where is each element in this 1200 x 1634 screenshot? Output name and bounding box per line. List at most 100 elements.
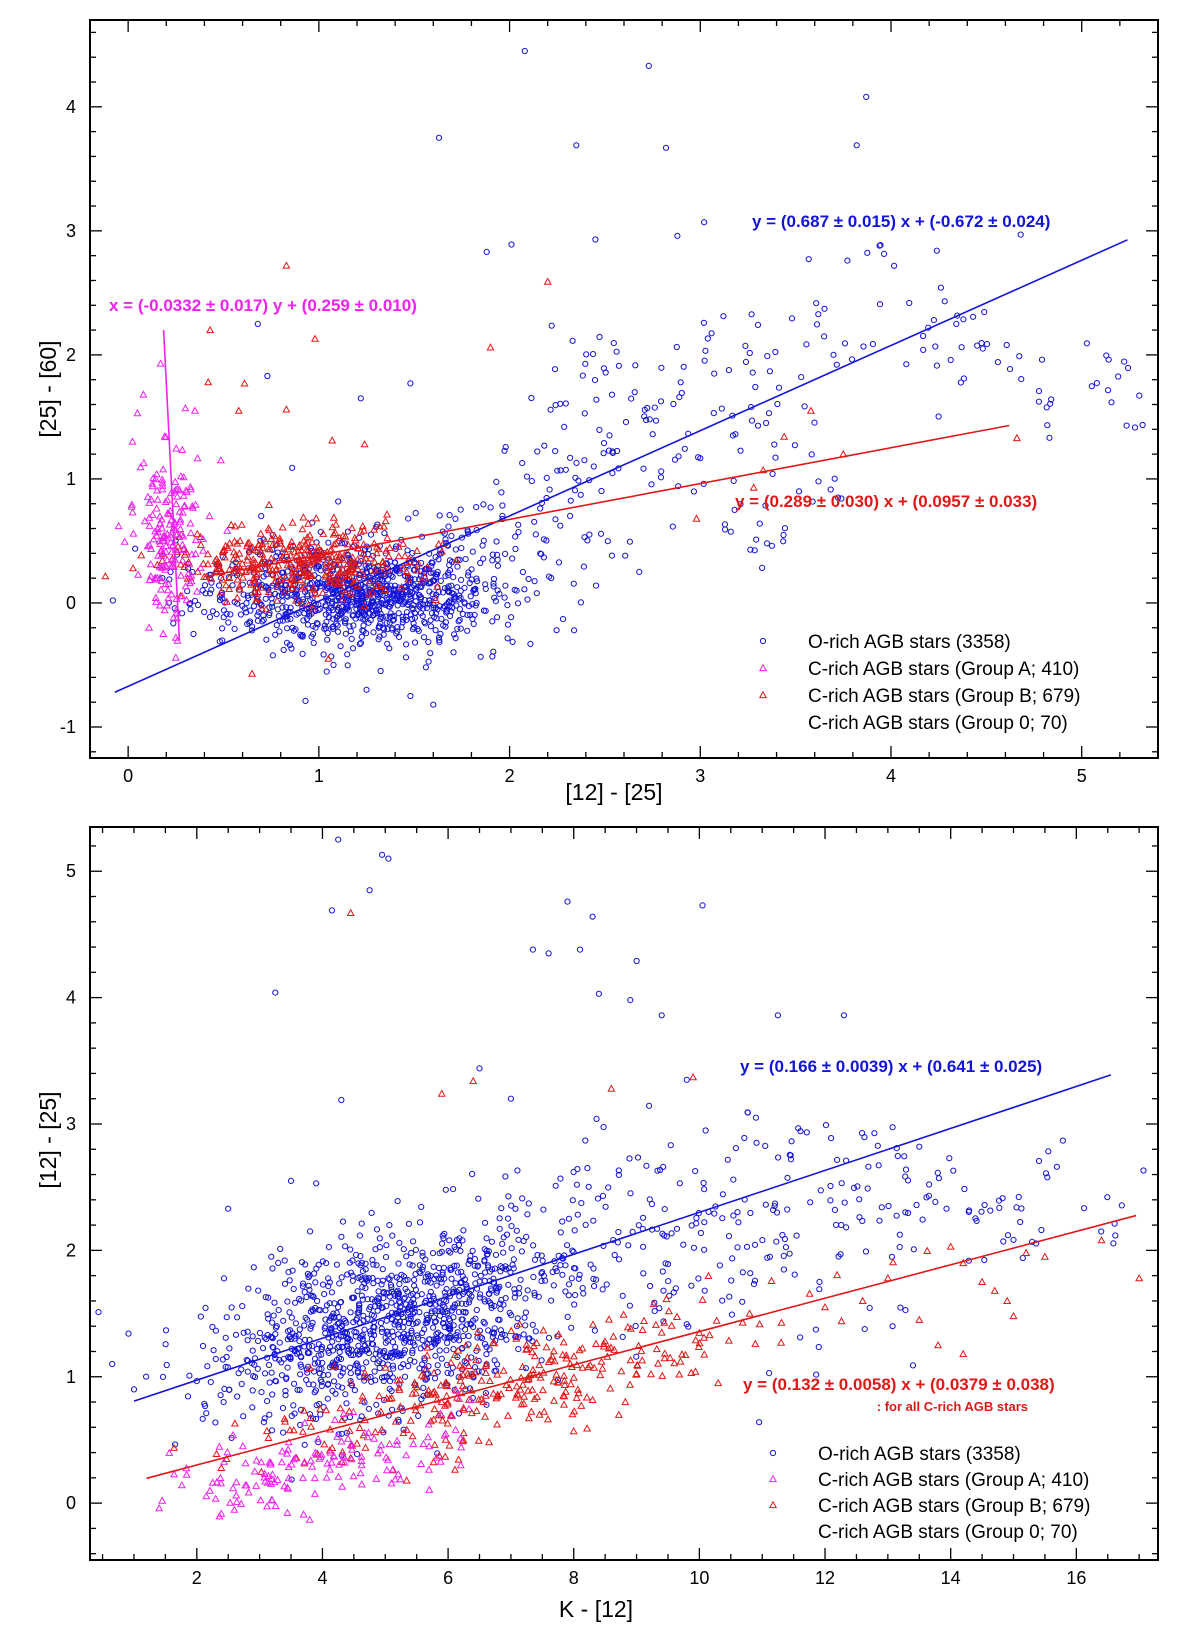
data-point — [272, 1377, 279, 1384]
data-point — [327, 544, 336, 553]
data-point — [1123, 422, 1130, 429]
data-point — [654, 1359, 663, 1367]
data-point — [347, 1246, 354, 1253]
data-point — [474, 1395, 483, 1403]
data-point — [910, 1246, 917, 1253]
data-point — [1047, 400, 1054, 407]
data-point — [249, 1387, 256, 1394]
data-point — [815, 1343, 822, 1351]
data-point — [514, 1315, 521, 1322]
data-point — [515, 1346, 522, 1353]
data-point — [284, 616, 291, 623]
data-point — [416, 592, 423, 599]
data-point — [421, 634, 428, 641]
data-point — [762, 502, 769, 509]
data-point — [307, 1422, 316, 1430]
data-point — [361, 1377, 368, 1384]
data-point — [490, 575, 498, 583]
data-point — [363, 1432, 372, 1441]
data-point — [554, 1330, 563, 1338]
data-point — [457, 587, 464, 595]
data-point — [309, 1292, 316, 1299]
data-point — [282, 1392, 289, 1399]
data-point — [455, 1309, 462, 1316]
data-point — [480, 1318, 487, 1326]
data-point — [387, 1479, 396, 1487]
data-point — [519, 1195, 526, 1202]
data-point — [538, 1357, 545, 1364]
data-point — [540, 554, 548, 561]
data-point — [397, 1364, 404, 1371]
data-point — [441, 1429, 450, 1437]
data-point — [346, 1378, 356, 1386]
data-point — [320, 651, 327, 658]
data-point — [358, 589, 365, 596]
data-point — [433, 1272, 440, 1279]
data-point — [258, 1389, 265, 1396]
data-point — [544, 1357, 553, 1365]
data-point — [324, 1395, 331, 1402]
data-point — [658, 468, 665, 475]
data-point — [347, 1269, 355, 1276]
data-point — [593, 582, 600, 589]
data-point — [273, 1323, 280, 1330]
data-point — [258, 539, 267, 547]
data-point — [307, 1325, 314, 1332]
data-point — [133, 408, 142, 417]
data-point — [387, 1352, 394, 1360]
data-point — [559, 1371, 569, 1379]
data-point — [370, 1356, 377, 1363]
data-point — [834, 494, 842, 501]
data-point — [320, 1440, 329, 1448]
data-point — [250, 1264, 257, 1271]
data-point — [376, 1351, 383, 1358]
data-point — [508, 614, 515, 621]
data-point — [211, 556, 220, 564]
data-point — [273, 583, 282, 591]
data-point — [327, 1458, 336, 1466]
data-point — [633, 957, 640, 965]
data-point — [445, 1441, 454, 1449]
data-point — [275, 1259, 282, 1267]
data-point — [329, 513, 338, 521]
data-point — [379, 600, 386, 608]
data-point — [469, 601, 476, 608]
data-point — [751, 1241, 759, 1248]
data-point — [351, 536, 360, 544]
data-point — [431, 613, 438, 621]
data-point — [356, 640, 363, 648]
data-point — [332, 578, 341, 586]
data-point — [230, 1419, 239, 1427]
data-point — [452, 635, 459, 642]
data-point — [270, 1344, 277, 1351]
y-tick-label: 2 — [66, 1240, 76, 1260]
data-point — [1038, 356, 1046, 363]
data-point — [469, 1247, 476, 1254]
data-point — [582, 360, 589, 367]
data-point — [377, 610, 384, 617]
x-tick-label: 3 — [695, 766, 705, 786]
data-point — [667, 1142, 674, 1149]
data-point — [550, 1356, 559, 1365]
data-point — [199, 559, 208, 567]
data-point — [505, 1383, 514, 1391]
data-point — [284, 544, 293, 553]
data-point — [504, 621, 512, 628]
data-point — [335, 572, 344, 581]
data-point — [272, 631, 279, 638]
data-point — [489, 1389, 498, 1397]
data-point — [349, 1294, 356, 1301]
data-point — [1046, 434, 1053, 441]
data-point — [272, 596, 282, 604]
data-point — [143, 1373, 150, 1380]
data-point — [572, 1265, 579, 1272]
data-point — [688, 1282, 695, 1289]
data-point — [390, 616, 397, 623]
data-point — [470, 1323, 477, 1331]
data-point — [376, 1348, 384, 1355]
data-point — [861, 1134, 868, 1141]
data-point — [586, 477, 593, 484]
data-point — [280, 1414, 289, 1422]
data-point — [299, 650, 306, 658]
data-point — [502, 1266, 510, 1273]
